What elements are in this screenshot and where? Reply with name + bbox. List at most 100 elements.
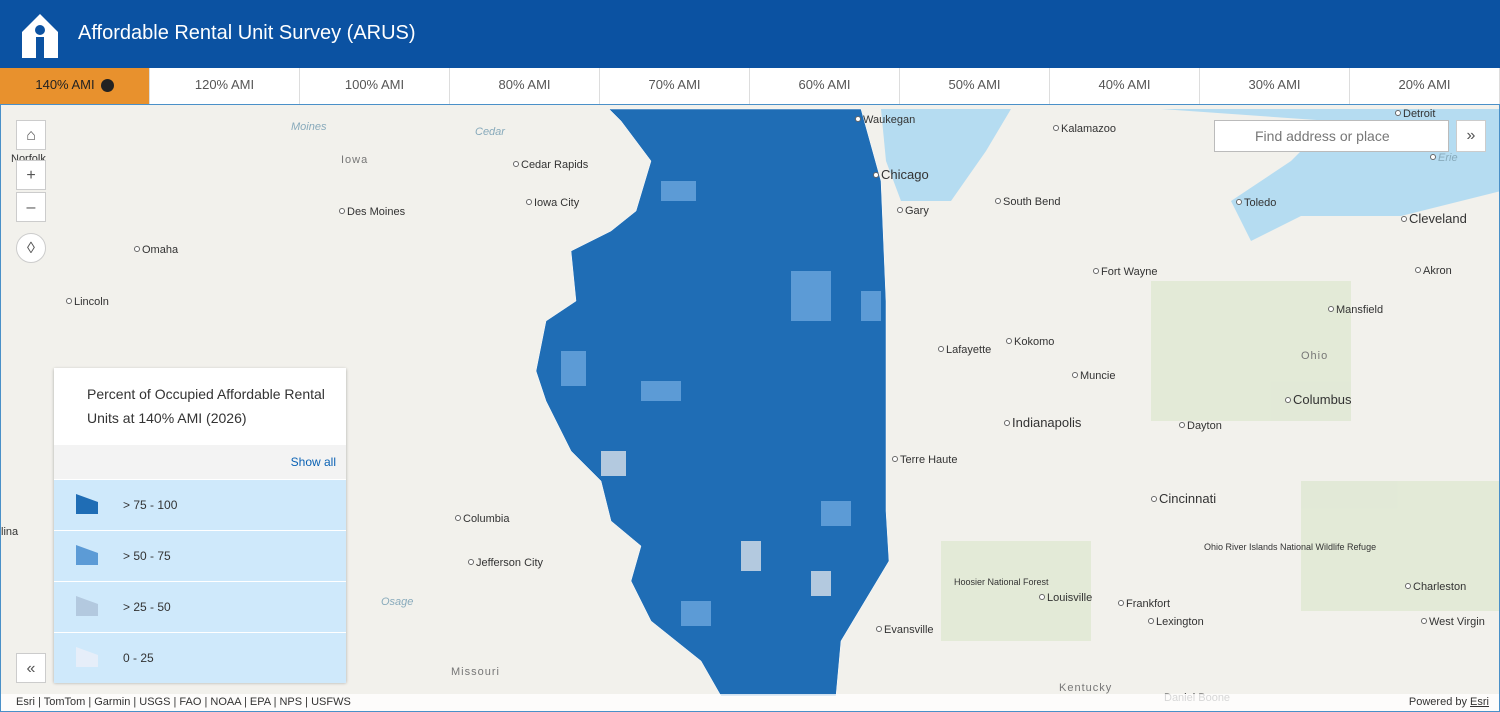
tab-label: 50% AMI	[948, 77, 1001, 92]
place-label: Erie	[1438, 152, 1458, 164]
place-label: Kokomo	[1014, 336, 1054, 348]
place-label: Ohio	[1301, 350, 1328, 362]
info-icon	[100, 79, 114, 93]
place-dot	[1285, 397, 1291, 403]
place-dot	[1395, 110, 1401, 116]
place-label: Moines	[291, 121, 327, 133]
tab-label: 60% AMI	[798, 77, 851, 92]
place-dot	[1415, 267, 1421, 273]
place-dot	[1053, 125, 1059, 131]
tab-label: 70% AMI	[648, 77, 701, 92]
tab[interactable]: 20% AMI	[1350, 68, 1500, 104]
logo	[22, 14, 58, 58]
tab[interactable]: 120% AMI	[150, 68, 300, 104]
place-label: Louisville	[1047, 592, 1092, 604]
place-dot	[1430, 154, 1436, 160]
attribution: Esri | TomTom | Garmin | USGS | FAO | NO…	[1, 694, 1499, 711]
legend-item: > 50 - 75	[54, 530, 346, 581]
place-label: Terre Haute	[900, 454, 957, 466]
place-dot	[873, 172, 879, 178]
place-label: Iowa City	[534, 197, 580, 209]
zoom-out[interactable]: –	[16, 192, 46, 222]
place-dot	[513, 161, 519, 167]
tab[interactable]: 140% AMI	[0, 68, 150, 104]
legend-swatch	[76, 545, 98, 565]
place-label: Detroit	[1403, 108, 1435, 120]
place-label: Muncie	[1080, 370, 1115, 382]
place-label: Ohio River Islands National Wildlife Ref…	[1204, 542, 1376, 552]
place-label: Missouri	[451, 666, 500, 678]
legend: Percent of Occupied Affordable Rental Un…	[54, 368, 346, 683]
place-dot	[897, 207, 903, 213]
tab[interactable]: 60% AMI	[750, 68, 900, 104]
place-label: West Virgin	[1429, 616, 1485, 628]
tab[interactable]: 50% AMI	[900, 68, 1050, 104]
search-expand[interactable]: »	[1456, 120, 1486, 152]
place-label: Columbia	[463, 513, 510, 525]
tab-bar: 140% AMI 120% AMI 100% AMI 80% AMI 70% AMI 60…	[0, 68, 1500, 105]
place-dot	[1004, 420, 1010, 426]
place-dot	[1421, 618, 1427, 624]
tab[interactable]: 40% AMI	[1050, 68, 1200, 104]
tab-label: 100% AMI	[344, 77, 405, 92]
place-label: Charleston	[1413, 581, 1466, 593]
legend-item: 0 - 25	[54, 632, 346, 683]
place-dot	[1072, 372, 1078, 378]
place-label: Lexington	[1156, 616, 1204, 628]
tab-label: 80% AMI	[498, 77, 551, 92]
attribution-sources: Esri | TomTom | Garmin | USGS | FAO | NO…	[16, 696, 351, 708]
place-dot	[455, 515, 461, 521]
place-dot	[995, 198, 1001, 204]
place-dot	[1118, 600, 1124, 606]
place-label: Lafayette	[946, 344, 991, 356]
legend-swatch	[76, 494, 98, 514]
legend-item: > 75 - 100	[54, 479, 346, 530]
place-label: Kentucky	[1059, 682, 1112, 694]
place-label: Evansville	[884, 624, 934, 636]
show-all[interactable]: Show all	[290, 455, 336, 469]
tab[interactable]: 30% AMI	[1200, 68, 1350, 104]
place-dot	[1148, 618, 1154, 624]
legend-swatch	[76, 647, 98, 667]
legend-swatch	[76, 596, 98, 616]
place-dot	[66, 298, 72, 304]
compass[interactable]: ◊	[16, 233, 46, 263]
zoom-in[interactable]: +	[16, 160, 46, 190]
legend-label: > 25 - 50	[123, 600, 171, 614]
place-label: Indianapolis	[1012, 415, 1082, 430]
tab[interactable]: 100% AMI	[300, 68, 450, 104]
place-label: Lincoln	[74, 296, 109, 308]
collapse-legend[interactable]: «	[16, 653, 46, 683]
esri-link[interactable]: Esri	[1470, 696, 1489, 708]
place-label: Fort Wayne	[1101, 266, 1157, 278]
legend-toolbar: Show all	[54, 445, 346, 479]
tab[interactable]: 80% AMI	[450, 68, 600, 104]
place-dot	[1401, 216, 1407, 222]
place-dot	[1236, 199, 1242, 205]
place-dot	[468, 559, 474, 565]
tab-label: 30% AMI	[1248, 77, 1301, 92]
place-label: Mansfield	[1336, 304, 1383, 316]
powered-by: Powered by	[1408, 696, 1467, 708]
header: Affordable Rental Unit Survey (ARUS)	[0, 0, 1500, 68]
tab[interactable]: 70% AMI	[600, 68, 750, 104]
legend-label: > 75 - 100	[123, 498, 178, 512]
place-label: lina	[1, 526, 19, 538]
place-dot	[1093, 268, 1099, 274]
search-box[interactable]: Find address or place	[1214, 120, 1449, 152]
place-label: Cedar	[475, 126, 506, 138]
map[interactable]: Waukegan Kalamazoo Iowa Cedar Rapids Chicago…	[0, 104, 1500, 712]
place-dot	[1151, 496, 1157, 502]
place-label: Osage	[381, 596, 413, 608]
home-button[interactable]: ⌂	[16, 120, 46, 150]
place-dot	[855, 116, 861, 122]
place-label: Frankfort	[1126, 598, 1170, 610]
place-dot	[1039, 594, 1045, 600]
place-label: Iowa	[341, 154, 368, 166]
search-placeholder: Find address or place	[1255, 128, 1390, 144]
place-label: Kalamazoo	[1061, 123, 1116, 135]
tab-label: 140% AMI	[35, 77, 95, 92]
place-dot	[938, 346, 944, 352]
place-label: Dayton	[1187, 420, 1222, 432]
